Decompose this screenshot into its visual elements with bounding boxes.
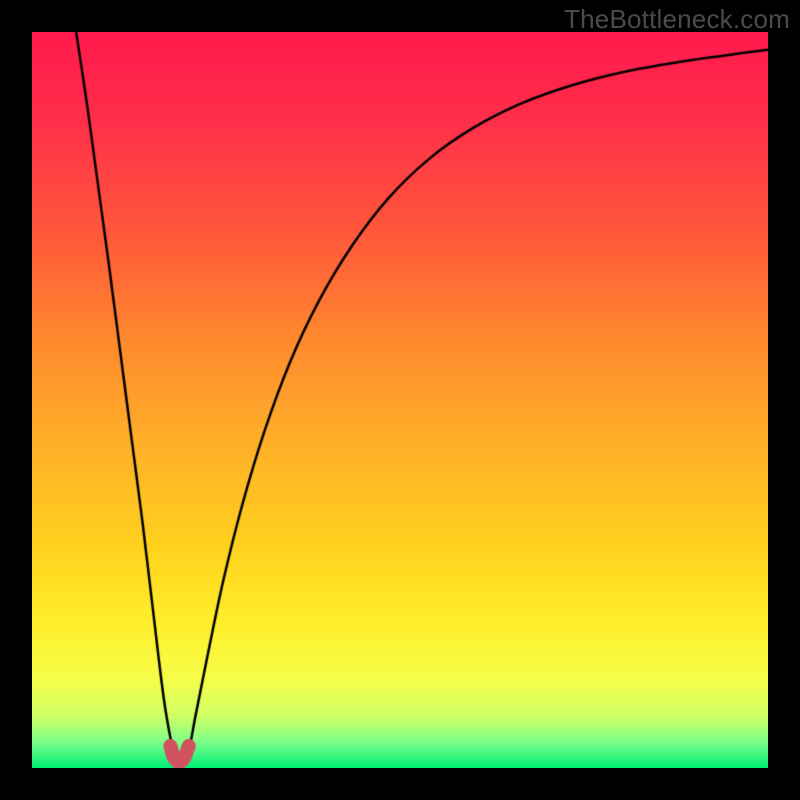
bottleneck-chart-canvas [32, 32, 768, 768]
stage: TheBottleneck.com [0, 0, 800, 800]
plot-area [32, 32, 768, 768]
watermark-text: TheBottleneck.com [564, 4, 790, 35]
